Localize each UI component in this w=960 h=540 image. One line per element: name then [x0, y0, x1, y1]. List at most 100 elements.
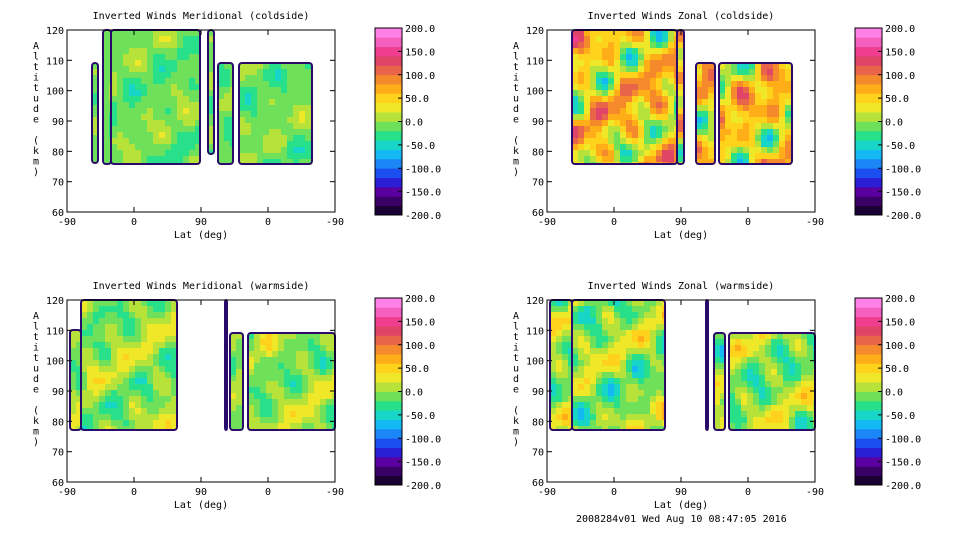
heat-cell — [702, 141, 709, 148]
heat-cell — [668, 54, 675, 61]
heat-cell — [801, 399, 808, 406]
heat-cell — [702, 159, 709, 165]
colorbar-swatch — [855, 447, 882, 458]
heat-cell — [302, 411, 309, 418]
heat-cell — [147, 126, 154, 133]
heat-cell — [771, 381, 778, 388]
heat-cell — [773, 69, 780, 76]
heat-cell — [171, 96, 178, 103]
heat-cell — [702, 147, 709, 154]
heat-cell — [177, 102, 184, 109]
heat-cell — [171, 42, 178, 49]
heat-cell — [314, 423, 321, 430]
heat-cell — [779, 141, 786, 148]
heat-cell — [153, 150, 160, 157]
heat-cell — [777, 399, 784, 406]
heat-cell — [590, 36, 597, 43]
y-axis-label-char: k — [33, 416, 39, 427]
heat-cell — [708, 75, 715, 82]
heat-cell — [656, 306, 663, 313]
heat-cell — [296, 369, 303, 376]
heat-cell — [795, 345, 802, 352]
heat-cell — [123, 78, 130, 85]
heat-cell — [602, 66, 609, 73]
heat-cell — [87, 378, 94, 385]
heat-cell — [714, 363, 721, 370]
heat-cell — [123, 312, 130, 319]
heat-cell — [129, 390, 136, 397]
heat-cell — [741, 423, 748, 430]
heat-cell — [272, 417, 279, 424]
heat-cell — [189, 108, 196, 115]
heat-cell — [141, 324, 148, 331]
heat-cell — [123, 366, 130, 373]
heat-cell — [111, 420, 118, 427]
heat-cell — [117, 126, 124, 133]
heat-cell — [578, 54, 585, 61]
heat-cell — [656, 402, 663, 409]
heat-cell — [153, 390, 160, 397]
heat-cell — [650, 126, 657, 133]
heat-cell — [620, 90, 627, 97]
heat-cell — [602, 318, 609, 325]
heat-cell — [159, 312, 166, 319]
heat-cell — [614, 90, 621, 97]
heat-cell — [674, 42, 678, 49]
heat-cell — [260, 381, 267, 388]
heat-cell — [189, 126, 196, 133]
heat-cell — [578, 318, 585, 325]
colorbar-tick-label: 150.0 — [885, 317, 915, 328]
heat-cell — [572, 156, 579, 163]
colorbar-swatch — [855, 149, 882, 160]
heat-cell — [747, 375, 754, 382]
y-tick-label: 110 — [46, 56, 64, 67]
heat-cell — [171, 426, 178, 431]
heat-cell — [572, 114, 579, 121]
heat-cell — [123, 72, 130, 79]
heat-cell — [638, 330, 645, 337]
heat-cell — [287, 69, 294, 76]
heat-cell — [556, 300, 563, 307]
y-axis-label-char: l — [33, 52, 39, 63]
heat-cell — [111, 102, 118, 109]
heat-cell — [117, 354, 124, 361]
heat-cell — [281, 141, 288, 148]
heat-cell — [189, 90, 196, 97]
heat-cell — [783, 339, 790, 346]
heat-cell — [602, 84, 609, 91]
heat-cell — [159, 354, 166, 361]
heat-cell — [572, 90, 579, 97]
heat-cell — [719, 129, 726, 136]
heat-cell — [556, 372, 563, 379]
heat-cell — [650, 390, 657, 397]
heat-cell — [218, 75, 225, 82]
heat-cell — [92, 69, 99, 76]
heat-cell — [103, 102, 110, 109]
heat-cell — [767, 81, 774, 88]
heat-cell — [275, 153, 282, 160]
heat-cell — [117, 342, 124, 349]
x-tick-label: 90 — [675, 487, 687, 498]
heat-cell — [644, 150, 651, 157]
heat-cell — [735, 411, 742, 418]
heat-cell — [195, 66, 201, 73]
heat-cell — [135, 126, 142, 133]
heat-cell — [195, 90, 201, 97]
heat-cell — [719, 135, 726, 142]
heat-cell — [159, 414, 166, 421]
heat-cell — [208, 144, 215, 151]
heat-cell — [656, 378, 663, 385]
heat-cell — [767, 123, 774, 130]
heat-cell — [266, 393, 273, 400]
heat-cell — [159, 408, 166, 415]
heat-cell — [103, 84, 110, 91]
colorbar-swatch — [855, 298, 882, 308]
heat-cell — [153, 378, 160, 385]
heat-cell — [275, 105, 282, 112]
heat-cell — [153, 108, 160, 115]
heat-cell — [644, 426, 651, 431]
heat-cell — [807, 339, 814, 346]
colorbar-swatch — [855, 344, 882, 355]
heat-cell — [103, 96, 110, 103]
heat-cell — [743, 99, 750, 106]
